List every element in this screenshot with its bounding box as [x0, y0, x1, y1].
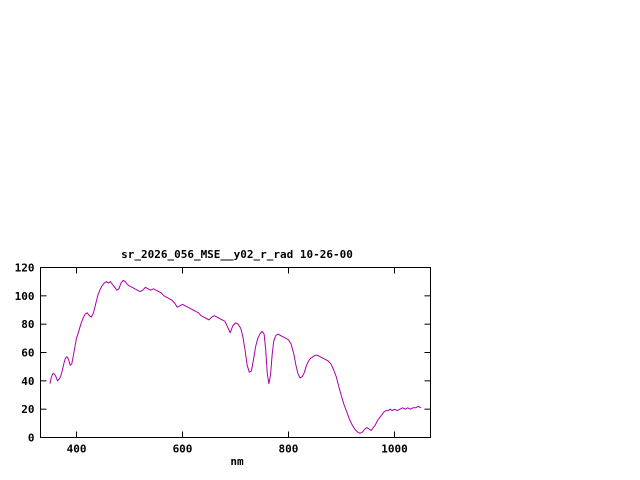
y-tick-label: 100: [15, 290, 35, 303]
spectrum-line: [49, 279, 422, 434]
y-tick-label: 80: [21, 318, 34, 331]
x-tick-label: 1000: [381, 443, 408, 456]
y-tick-label: 60: [21, 347, 34, 360]
y-tick-label: 40: [21, 375, 34, 388]
x-tick-label: 800: [279, 443, 299, 456]
y-tick-label: 20: [21, 403, 34, 416]
y-tick-label: 120: [15, 262, 35, 275]
x-axis-label: nm: [230, 455, 244, 468]
x-tick-label: 400: [67, 443, 87, 456]
y-tick-label: 0: [28, 432, 35, 445]
x-tick-label: 600: [173, 443, 193, 456]
chart-title: sr_2026_056_MSE__y02_r_rad 10-26-00: [121, 248, 353, 261]
